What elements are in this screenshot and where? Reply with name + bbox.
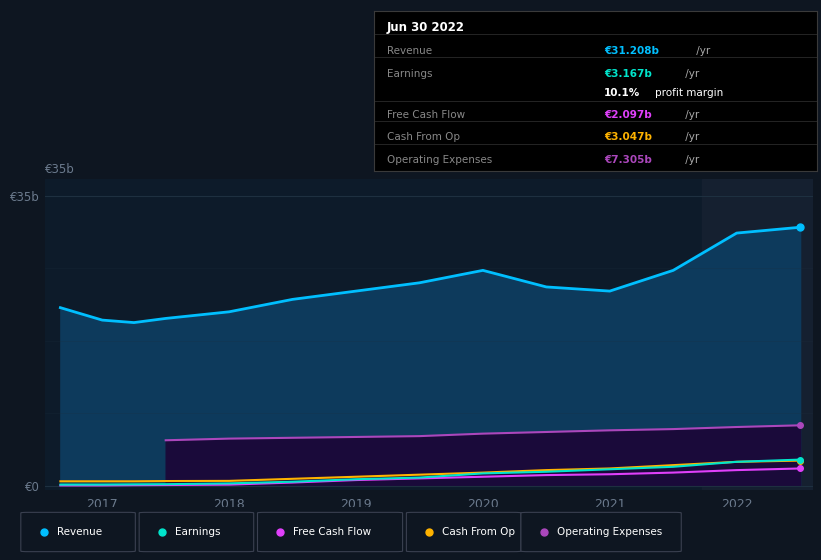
- Text: Free Cash Flow: Free Cash Flow: [387, 110, 465, 120]
- Text: Jun 30 2022: Jun 30 2022: [387, 21, 465, 34]
- FancyBboxPatch shape: [21, 512, 135, 552]
- Text: /yr: /yr: [681, 155, 699, 165]
- Text: Operating Expenses: Operating Expenses: [557, 527, 662, 537]
- Text: 10.1%: 10.1%: [604, 88, 640, 98]
- Text: €7.305b: €7.305b: [604, 155, 652, 165]
- Text: €31.208b: €31.208b: [604, 46, 659, 57]
- Text: Earnings: Earnings: [175, 527, 221, 537]
- Text: /yr: /yr: [693, 46, 710, 57]
- Text: Cash From Op: Cash From Op: [443, 527, 516, 537]
- Text: /yr: /yr: [681, 133, 699, 142]
- Text: Operating Expenses: Operating Expenses: [387, 155, 492, 165]
- Text: €3.167b: €3.167b: [604, 69, 652, 78]
- Bar: [703, 179, 813, 490]
- Text: Revenue: Revenue: [57, 527, 102, 537]
- Text: €3.047b: €3.047b: [604, 133, 652, 142]
- FancyBboxPatch shape: [258, 512, 402, 552]
- Text: /yr: /yr: [681, 69, 699, 78]
- Text: /yr: /yr: [681, 110, 699, 120]
- Text: Earnings: Earnings: [387, 69, 433, 78]
- Text: €35b: €35b: [45, 164, 75, 176]
- FancyBboxPatch shape: [140, 512, 254, 552]
- FancyBboxPatch shape: [406, 512, 521, 552]
- FancyBboxPatch shape: [521, 512, 681, 552]
- Text: profit margin: profit margin: [655, 88, 723, 98]
- Text: Free Cash Flow: Free Cash Flow: [293, 527, 372, 537]
- Text: Revenue: Revenue: [387, 46, 432, 57]
- Text: Cash From Op: Cash From Op: [387, 133, 460, 142]
- Text: €2.097b: €2.097b: [604, 110, 652, 120]
